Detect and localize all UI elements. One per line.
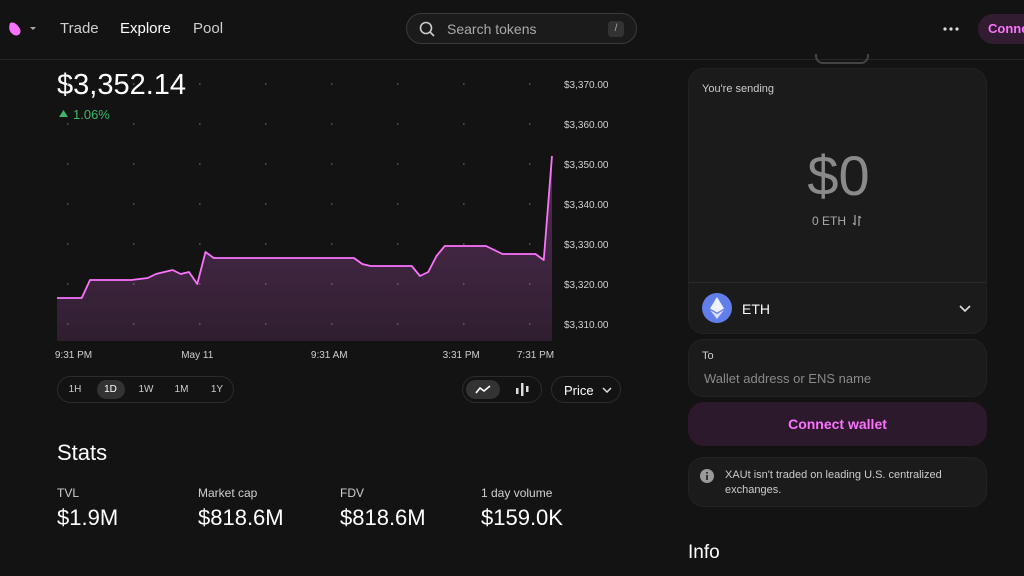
header-divider — [0, 59, 1024, 60]
info-icon — [700, 469, 714, 483]
x-tick-label: May 11 — [181, 350, 213, 361]
x-tick-label: 9:31 PM — [55, 350, 92, 361]
token-price: $3,352.14 — [57, 69, 187, 101]
price-dropdown-label: Price — [564, 383, 594, 398]
nav-link[interactable]: Explore — [120, 20, 171, 37]
price-dropdown[interactable]: Price — [551, 376, 621, 403]
line-icon — [475, 385, 491, 394]
more-menu[interactable] — [942, 26, 960, 32]
range-option[interactable]: 1Y — [210, 384, 224, 395]
stat-label: FDV — [340, 486, 364, 500]
address-input[interactable]: Wallet address or ENS name — [704, 371, 872, 386]
line-chart-option[interactable] — [466, 380, 500, 399]
up-arrow — [59, 110, 68, 117]
notice-card: XAUt isn't traded on leading U.S. centra… — [688, 457, 987, 507]
candle-chart-option[interactable] — [515, 383, 529, 397]
chevron — [602, 387, 612, 393]
x-tick-label: 7:31 PM — [517, 350, 554, 361]
recipient-card: To Wallet address or ENS name — [688, 339, 987, 397]
tab-edge — [815, 54, 869, 64]
y-tick-label: $3,370.00 — [564, 80, 609, 91]
token-chevron[interactable] — [959, 305, 971, 313]
to-label: To — [702, 350, 714, 362]
amount-token: 0 ETH — [812, 214, 847, 228]
sending-card: You're sending $0 0 ETH ETH — [688, 68, 987, 334]
y-tick-label: $3,360.00 — [564, 120, 609, 131]
stats-title: Stats — [57, 440, 108, 465]
range-option[interactable]: 1W — [138, 384, 154, 395]
stat-label: Market cap — [198, 486, 258, 500]
logo[interactable] — [6, 19, 38, 39]
price-line — [57, 155, 553, 299]
eth-icon — [702, 293, 732, 323]
info-title: Info — [688, 542, 720, 563]
card-divider — [689, 282, 986, 283]
x-tick-label: 9:31 AM — [311, 350, 348, 361]
y-tick-label: $3,340.00 — [564, 200, 609, 211]
stat-value: $818.6M — [340, 505, 426, 530]
stat-label: TVL — [57, 486, 80, 500]
price-chart: $3,310.00 $3,320.00 $3,330.00 $3,340.00 $3,3… — [55, 80, 609, 361]
amount[interactable]: $0 — [807, 144, 870, 207]
range-option[interactable]: 1M — [174, 384, 189, 395]
connect-button[interactable]: Connect — [978, 14, 1024, 44]
stat-value: $818.6M — [198, 505, 284, 530]
stat-label: 1 day volume — [481, 486, 553, 500]
nav-link[interactable]: Trade — [60, 20, 99, 37]
search-box[interactable]: Search tokens / — [406, 13, 637, 44]
range-selector — [57, 376, 234, 403]
x-tick-label: 3:31 PM — [443, 350, 480, 361]
sending-label: You're sending — [702, 83, 775, 95]
token-symbol[interactable]: ETH — [742, 301, 770, 317]
search-icon — [419, 21, 435, 37]
y-tick-label: $3,330.00 — [564, 240, 609, 251]
swap-units-icon[interactable] — [852, 214, 862, 227]
y-tick-label: $3,310.00 — [564, 320, 609, 331]
price-change: 1.06% — [73, 107, 110, 122]
search-placeholder: Search tokens — [447, 21, 537, 37]
range-option[interactable]: 1D — [96, 380, 125, 399]
nav-link[interactable]: Pool — [193, 20, 224, 37]
range-option[interactable]: 1H — [68, 384, 82, 395]
shortcut-key: / — [608, 21, 624, 37]
chart-type-toggle — [462, 376, 542, 403]
connect-wallet-button[interactable]: Connect wallet — [688, 402, 987, 446]
notice-text: XAUt isn't traded on leading U.S. centra… — [725, 469, 942, 496]
area-fill — [57, 156, 552, 341]
stat-value: $1.9M — [57, 505, 119, 530]
y-tick-label: $3,350.00 — [564, 160, 609, 171]
y-tick-label: $3,320.00 — [564, 280, 609, 291]
stat-value: $159.0K — [481, 505, 563, 530]
